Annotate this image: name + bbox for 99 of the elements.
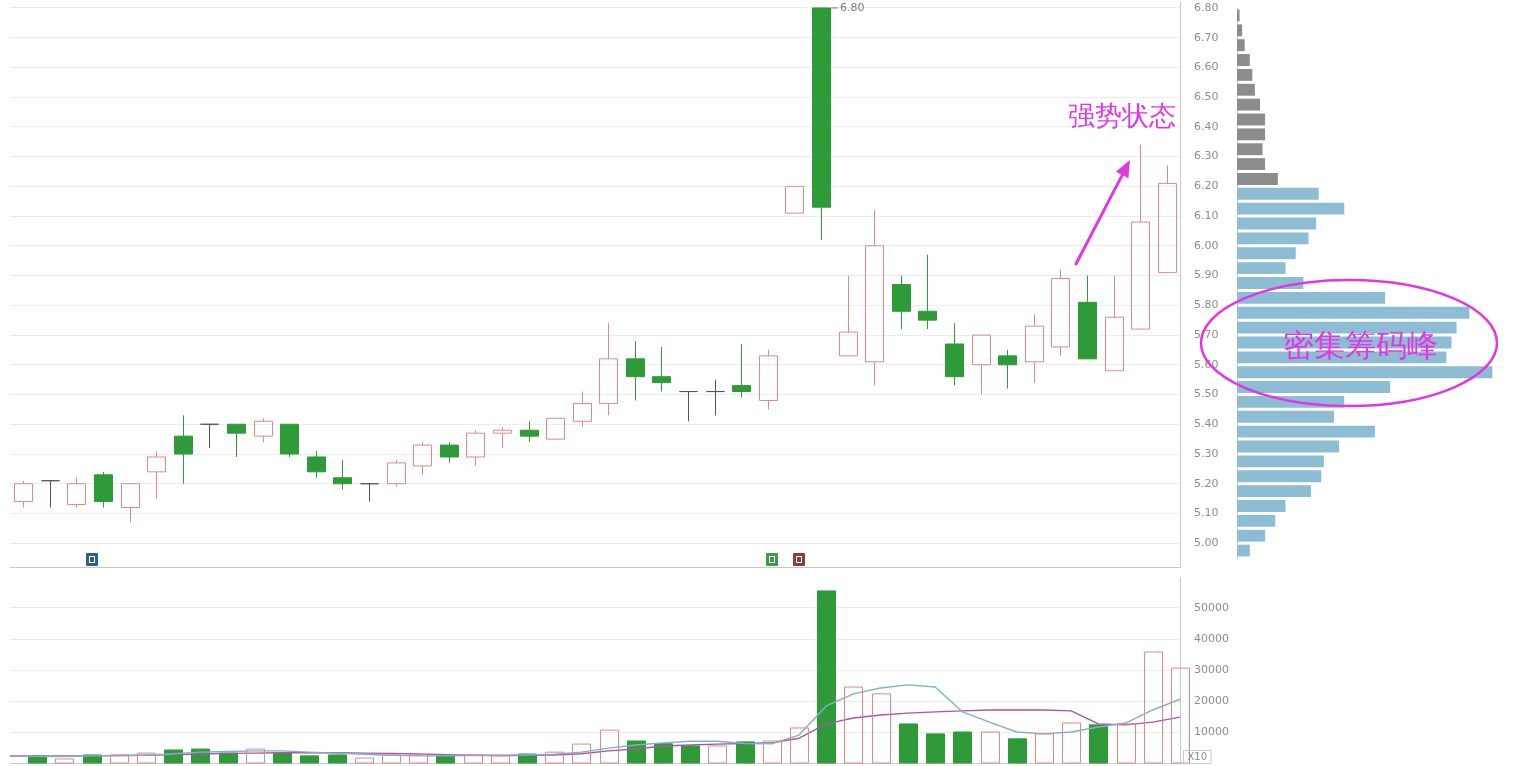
- bar: [1237, 24, 1243, 37]
- bar: [790, 727, 809, 764]
- y-tick-label: 6.10: [1194, 208, 1219, 222]
- candlestick: [493, 426, 512, 449]
- bar: [1062, 722, 1081, 764]
- y-tick-label: 5.50: [1194, 387, 1219, 401]
- y-tick-label: 50000: [1194, 600, 1229, 614]
- y-tick-label: 30000: [1194, 662, 1229, 676]
- candlestick: [360, 483, 379, 503]
- bar: [1237, 455, 1324, 468]
- bar: [355, 757, 374, 764]
- candlestick: [706, 379, 725, 416]
- bar: [1237, 128, 1266, 141]
- y-tick-label: 5.30: [1194, 446, 1219, 460]
- bar: [708, 745, 727, 764]
- bar: [1237, 410, 1335, 423]
- bar: [1237, 113, 1266, 126]
- candlestick: [200, 423, 219, 449]
- bar: [1237, 143, 1263, 156]
- bar: [1237, 9, 1240, 22]
- bar: [1237, 544, 1250, 557]
- bar: [491, 755, 510, 764]
- y-tick-label: 5.20: [1194, 476, 1219, 490]
- bar: [464, 754, 483, 764]
- candlestick: [626, 340, 645, 401]
- candlestick: [865, 209, 884, 387]
- bar: [545, 751, 564, 764]
- bar: [55, 758, 74, 764]
- bar: [1237, 381, 1391, 393]
- bar: [137, 752, 156, 764]
- candlestick: [679, 391, 698, 422]
- bar: [1237, 173, 1278, 185]
- bar: [1237, 500, 1286, 512]
- bar: [1237, 232, 1309, 245]
- y-tick-label: 5.00: [1194, 536, 1219, 550]
- bar: [872, 693, 891, 764]
- bar: [1237, 39, 1245, 52]
- y-tick-label: 6.70: [1194, 30, 1219, 44]
- bar: [1144, 651, 1163, 764]
- bar: [1237, 366, 1493, 379]
- bar: [1117, 723, 1136, 764]
- candlestick: [972, 334, 991, 396]
- bar: [1237, 54, 1250, 66]
- bar: [1237, 514, 1276, 527]
- candlestick: [147, 450, 166, 500]
- y-tick-label: 6.50: [1194, 90, 1219, 104]
- y-tick-label: 6.60: [1194, 60, 1219, 74]
- y-tick-label: 6.80: [1194, 0, 1219, 14]
- candlestick: [121, 483, 140, 523]
- bar: [763, 740, 782, 764]
- candlestick: [839, 275, 858, 357]
- bar: [1237, 262, 1286, 275]
- bar: [1035, 733, 1054, 764]
- bar: [572, 743, 591, 764]
- y-tick-label: 10000: [1194, 724, 1229, 738]
- bar: [1237, 277, 1304, 289]
- bar: [1237, 158, 1266, 171]
- candlestick: [1105, 275, 1124, 372]
- bar: [1237, 291, 1386, 304]
- bar: [600, 729, 619, 764]
- bar: [1237, 98, 1260, 111]
- candlestick: [1078, 275, 1097, 360]
- bar: [1237, 440, 1340, 453]
- bar: [1237, 485, 1312, 498]
- y-tick-label: 6.00: [1194, 238, 1219, 252]
- bar: [981, 731, 1000, 764]
- y-tick-label: 6.40: [1194, 119, 1219, 133]
- bar: [382, 754, 401, 764]
- bar: [1237, 83, 1255, 96]
- y-tick-label: 6.20: [1194, 179, 1219, 193]
- bar: [1237, 247, 1296, 260]
- bar: [1237, 470, 1322, 483]
- bar: [246, 748, 265, 764]
- bar: [1237, 187, 1319, 200]
- y-tick-label: 5.90: [1194, 268, 1219, 282]
- y-tick-label: 5.10: [1194, 506, 1219, 520]
- bar: [844, 686, 863, 764]
- annotation: 强势状态: [1068, 100, 1176, 132]
- bar: [1237, 202, 1345, 215]
- annotation: 6.80: [840, 0, 865, 14]
- y-tick-label: 40000: [1194, 631, 1229, 645]
- bar: [1237, 217, 1317, 230]
- candlestick: [1025, 313, 1044, 384]
- candlestick: [1158, 165, 1177, 274]
- candlestick: [599, 322, 618, 416]
- candlestick: [466, 429, 485, 467]
- bar: [1237, 529, 1266, 542]
- candlestick: [892, 275, 911, 330]
- bar: [409, 754, 428, 764]
- bar: [1237, 425, 1375, 438]
- bar: [110, 754, 129, 764]
- y-tick-label: 5.80: [1194, 298, 1219, 312]
- y-tick-label: 20000: [1194, 693, 1229, 707]
- candlestick: [41, 480, 60, 509]
- bar: [1237, 68, 1253, 81]
- y-tick-label: 6.30: [1194, 149, 1219, 163]
- bar: [1237, 306, 1470, 319]
- y-tick-label: 5.40: [1194, 417, 1219, 431]
- bar: [1171, 667, 1190, 764]
